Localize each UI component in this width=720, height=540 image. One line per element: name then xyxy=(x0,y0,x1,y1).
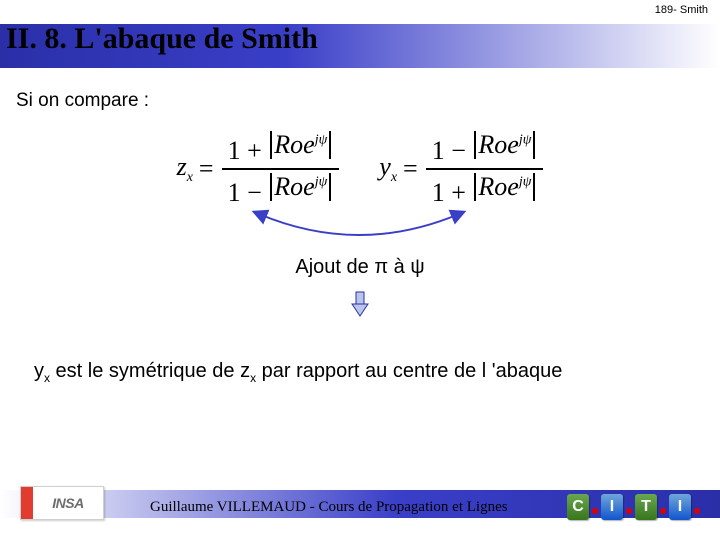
yx-lhs: yx xyxy=(379,152,397,186)
citi-dot-icon xyxy=(592,508,598,514)
page-title: II. 8. L'abaque de Smith xyxy=(6,22,318,56)
down-arrow-icon xyxy=(350,290,370,318)
ajout-text: Ajout de π à ψ xyxy=(0,256,720,279)
citi-letter: T xyxy=(635,494,657,520)
yx-numerator: 1 − Roejψ xyxy=(426,128,544,168)
equation-row: zx = 1 + Roejψ 1 − Roejψ yx = 1 − Roejψ … xyxy=(0,128,720,210)
footer-text: Guillaume VILLEMAUD - Cours de Propagati… xyxy=(150,499,508,516)
compare-text: Si on compare : xyxy=(16,90,149,112)
equation-zx: zx = 1 + Roejψ 1 − Roejψ xyxy=(177,128,340,210)
insa-logo-text: INSA xyxy=(33,495,103,511)
conclusion-text: yx est le symétrique de zx par rapport a… xyxy=(34,360,562,385)
citi-dot-icon xyxy=(626,508,632,514)
citi-letter: I xyxy=(669,494,691,520)
zx-lhs: zx xyxy=(177,152,193,186)
equation-yx: yx = 1 − Roejψ 1 + Roejψ xyxy=(379,128,543,210)
zx-numerator: 1 + Roejψ xyxy=(222,128,340,168)
zx-equals: = xyxy=(199,154,214,184)
citi-dot-icon xyxy=(660,508,666,514)
citi-letter: C xyxy=(567,494,589,520)
swap-arc-icon xyxy=(244,206,474,250)
arrow-head xyxy=(352,304,368,316)
arrow-stem xyxy=(356,292,364,304)
citi-dot-icon xyxy=(694,508,700,514)
zx-fraction: 1 + Roejψ 1 − Roejψ xyxy=(222,128,340,210)
zx-denominator: 1 − Roejψ xyxy=(222,170,340,210)
insa-logo: INSA xyxy=(20,486,104,520)
yx-equals: = xyxy=(403,154,418,184)
page-number: 189- Smith xyxy=(655,4,708,16)
citi-letter: I xyxy=(601,494,623,520)
citi-logo: C I T I xyxy=(567,494,700,520)
yx-denominator: 1 + Roejψ xyxy=(426,170,544,210)
yx-fraction: 1 − Roejψ 1 + Roejψ xyxy=(426,128,544,210)
insa-logo-stripe xyxy=(21,487,33,519)
